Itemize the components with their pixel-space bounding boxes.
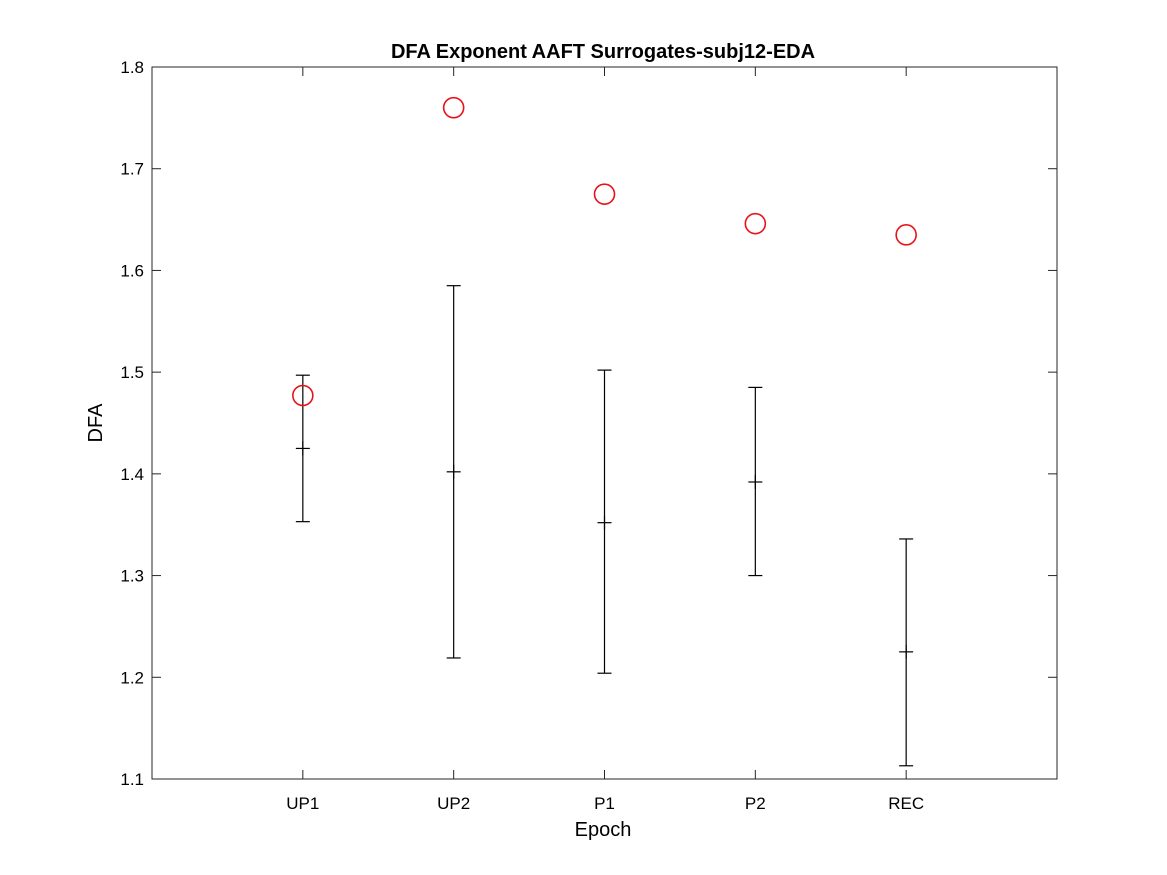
y-tick-label: 1.5 [120,363,144,382]
errorbar-series [295,285,914,767]
errorbar-up2 [446,285,461,659]
y-tick-label: 1.3 [120,567,144,586]
x-tick-label: UP1 [286,794,319,813]
y-tick-label: 1.4 [120,465,144,484]
x-axis: UP1 UP2 P1 P2 REC [286,67,924,813]
y-tick-label: 1.7 [120,160,144,179]
y-axis-label: DFA [85,403,107,443]
y-tick-label: 1.6 [120,261,144,280]
y-tick-label: 1.2 [120,668,144,687]
marker-series [292,96,917,407]
errorbar-p1 [597,369,612,674]
errorbar-p2 [748,386,763,577]
y-tick-label: 1.1 [120,770,144,789]
circle-marker-rec [895,224,917,246]
circle-marker-p1 [593,183,616,205]
x-tick-label: P1 [594,794,615,813]
errorbar-rec [899,538,914,767]
x-tick-label: P2 [745,794,766,813]
circle-marker-p2 [744,212,767,235]
x-tick-label: REC [888,794,924,813]
circle-marker-up1 [292,384,314,407]
x-tick-label: UP2 [437,794,470,813]
y-tick-label: 1.8 [120,58,144,77]
x-axis-label: Epoch [575,819,632,841]
circle-marker-up2 [442,96,465,119]
y-axis: 1.1 1.2 1.3 1.4 1.5 1.6 1.7 1.8 [120,58,1057,789]
errorbar-up1 [295,374,310,523]
chart-title: DFA Exponent AAFT Surrogates-subj12-EDA [391,41,815,63]
